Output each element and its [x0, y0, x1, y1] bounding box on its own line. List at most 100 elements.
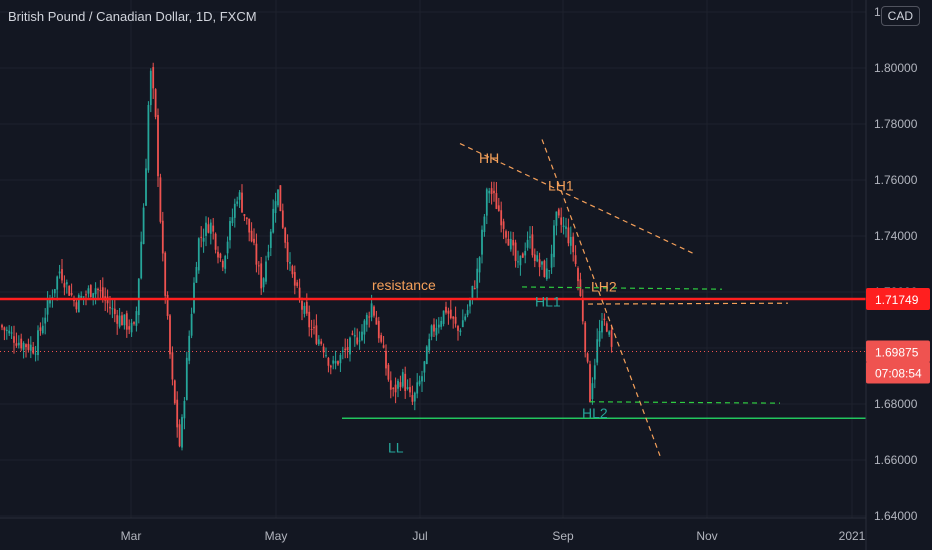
lh2-line[interactable] — [587, 302, 789, 305]
candle-body — [32, 347, 35, 354]
candle-body — [27, 343, 30, 350]
candle-body — [13, 336, 15, 343]
time-tick-label: Sep — [552, 529, 574, 543]
candle-body — [581, 298, 584, 322]
candle-body — [284, 227, 287, 243]
candle-body — [435, 327, 438, 336]
candle-body — [39, 327, 42, 331]
candle-body — [281, 210, 284, 228]
candle-body — [596, 339, 599, 363]
candle-body — [464, 316, 467, 320]
candle-body — [495, 193, 498, 209]
candle-body — [488, 190, 491, 194]
candle-body — [207, 224, 210, 233]
candle-body — [380, 335, 383, 342]
candle-body — [399, 382, 402, 388]
candle-body — [363, 320, 366, 335]
hl2-line[interactable] — [589, 401, 781, 404]
candle-body — [217, 251, 219, 258]
candle-body — [421, 376, 423, 382]
candle-body — [37, 330, 39, 356]
candle-body — [65, 282, 68, 285]
candle-body — [452, 316, 455, 319]
candle-body — [8, 330, 11, 334]
candle-body — [286, 242, 289, 262]
candle-body — [147, 105, 150, 171]
candle-body — [447, 310, 450, 314]
candle-body — [29, 344, 32, 351]
candle-body — [389, 380, 392, 390]
candle-body — [279, 185, 282, 212]
axes — [0, 0, 867, 550]
candle-body — [449, 309, 452, 319]
candle-body — [507, 238, 510, 246]
candle-body — [545, 268, 548, 280]
candle-body — [459, 330, 462, 333]
candle-body — [529, 236, 531, 238]
candle-body — [262, 278, 265, 288]
currency-button[interactable]: CAD — [880, 6, 920, 26]
candle-body — [392, 388, 395, 390]
candle-body — [361, 331, 363, 341]
time-axis[interactable]: Mar May Jul Sep Nov 2021 — [121, 529, 866, 543]
label-hl1: HL1 — [535, 294, 561, 310]
candle-body — [142, 207, 145, 244]
candle-body — [325, 355, 327, 357]
candle-body — [601, 320, 603, 333]
candle-body — [401, 372, 404, 387]
candle-body — [471, 285, 474, 298]
candle-body — [15, 343, 18, 346]
candle-body — [173, 380, 176, 404]
resistance-price-badge-bg — [866, 288, 930, 311]
candle-body — [118, 315, 121, 327]
candle-body — [140, 241, 143, 279]
drawings — [0, 139, 866, 457]
candle-body — [20, 338, 23, 349]
candle-body — [253, 238, 255, 243]
candle-body — [289, 262, 291, 264]
chart-title: British Pound / Canadian Dollar, 1D, FXC… — [8, 9, 257, 24]
hl1-line[interactable] — [521, 286, 723, 290]
candle-body — [291, 266, 294, 275]
candle-body — [560, 217, 563, 225]
candle-body — [212, 225, 215, 232]
candle-body — [197, 238, 200, 271]
candle-body — [490, 188, 493, 195]
candle-body — [58, 271, 61, 274]
candle-body — [308, 311, 311, 328]
candle-body — [274, 201, 277, 213]
candle-body — [512, 240, 515, 246]
candle-body — [111, 308, 114, 310]
candle-body — [526, 239, 529, 248]
candle-body — [94, 288, 97, 295]
candle-body — [589, 364, 591, 403]
price-tick-label: 1.64000 — [874, 509, 918, 523]
candle-body — [605, 323, 608, 332]
candle-body — [293, 272, 296, 286]
countdown-badge-bg — [866, 361, 930, 384]
candle-body — [296, 282, 299, 286]
candle-body — [128, 326, 131, 330]
candle-body — [327, 358, 330, 366]
candle-body — [195, 267, 198, 283]
candle-body — [519, 255, 522, 266]
resistance-price-badge: 1.71749 — [875, 293, 919, 307]
candle-body — [349, 337, 351, 355]
candle-body — [85, 294, 87, 296]
candle-body — [584, 322, 587, 352]
trendline-lower[interactable] — [541, 139, 661, 457]
candle-body — [121, 315, 123, 326]
candle-body — [428, 338, 431, 351]
candle-body — [53, 289, 56, 294]
candle-body — [305, 301, 308, 314]
candle-body — [553, 225, 555, 258]
candle-body — [123, 314, 126, 326]
annotation-labels: resistance HH LH1 LH2 HL1 HL2 LL — [372, 150, 617, 456]
candle-body — [466, 310, 469, 316]
candle-body — [257, 265, 260, 267]
candle-body — [176, 399, 179, 428]
trendline-upper[interactable] — [459, 143, 696, 255]
candle-body — [353, 335, 356, 337]
